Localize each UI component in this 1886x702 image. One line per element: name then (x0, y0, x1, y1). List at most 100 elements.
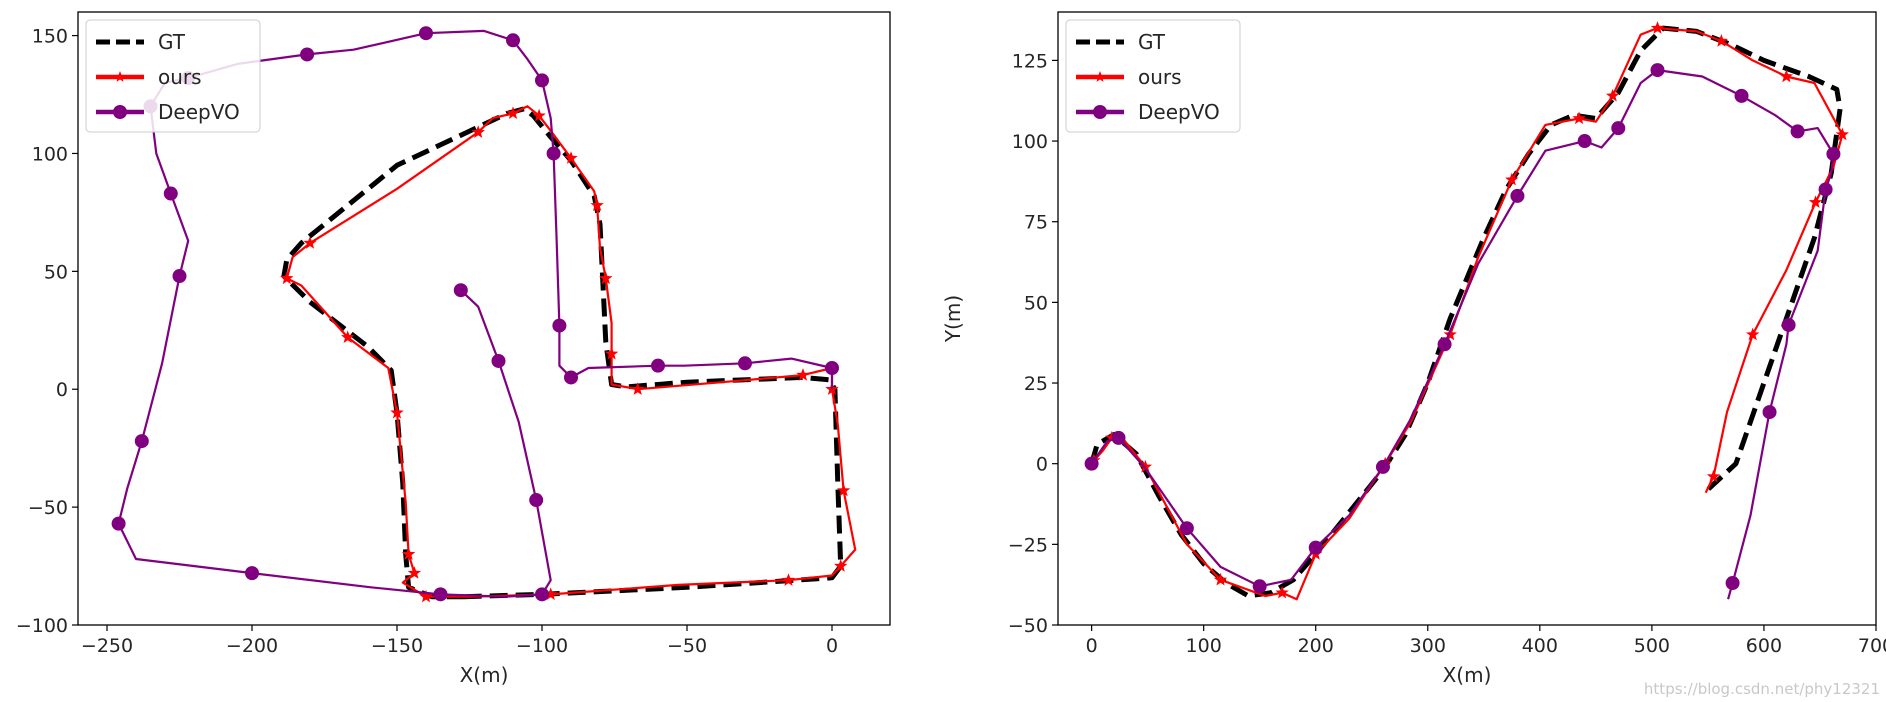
x-tick-label: 200 (1298, 635, 1334, 657)
data-point-circle (1611, 121, 1626, 136)
data-point-star (401, 547, 416, 560)
x-tick-label: −100 (516, 635, 568, 657)
plot-frame (1057, 11, 1877, 626)
y-tick-label: 125 (1012, 50, 1048, 72)
data-point-circle (1818, 182, 1833, 197)
legend-label-deepvo: DeepVO (1138, 100, 1220, 124)
y-tick-label: −25 (1008, 534, 1048, 556)
data-point-star (390, 405, 404, 419)
data-point-circle (1650, 63, 1665, 78)
right-trajectory-plot: 0 100 200 300 400 500 600 700 −50 −25 0 25 50 75 100 12… (941, 11, 1886, 687)
data-point-circle (546, 146, 561, 161)
x-tick-label: −200 (226, 635, 278, 657)
data-point-circle (1252, 579, 1267, 594)
data-point-circle (651, 358, 665, 373)
data-point-star (631, 382, 645, 395)
legend-label-ours: ours (1138, 65, 1182, 89)
data-point-star (1835, 127, 1849, 141)
y-tick-label: 75 (1024, 212, 1048, 234)
y-tick-label: 0 (56, 379, 68, 401)
plot-frame (77, 11, 891, 626)
y-tick-label: −50 (1008, 615, 1048, 637)
x-tick-label: 700 (1858, 635, 1886, 657)
data-point-star (836, 483, 851, 497)
data-point-circle (453, 283, 468, 298)
data-point-star (1706, 469, 1721, 483)
data-point-circle (1111, 430, 1126, 445)
data-point-circle (1762, 405, 1777, 420)
series-deepvo (1084, 63, 1841, 600)
data-point-circle (1790, 124, 1805, 139)
data-point-circle (1734, 88, 1749, 103)
data-point-star (407, 566, 422, 579)
legend-marker-star (114, 71, 126, 82)
data-point-star (1572, 111, 1586, 125)
data-point-star (564, 151, 578, 164)
y-tick-label: −50 (28, 497, 68, 519)
x-tick-label: −250 (81, 635, 133, 657)
legend-label-gt: GT (158, 30, 186, 54)
y-tick-label: 100 (1012, 131, 1048, 153)
data-point-star (1714, 34, 1728, 47)
data-point-star (1606, 88, 1620, 102)
data-point-star (1650, 21, 1665, 34)
x-tick-label: −50 (667, 635, 707, 657)
y-tick-label: 25 (1024, 373, 1048, 395)
data-point-circle (529, 493, 544, 508)
data-point-circle (552, 318, 567, 333)
x-tick-label: 500 (1634, 635, 1670, 657)
data-point-circle (111, 516, 126, 531)
legend-label-deepvo: DeepVO (158, 100, 240, 124)
legend-box (85, 19, 261, 133)
data-point-star (590, 198, 604, 211)
data-point-circle (506, 33, 520, 48)
data-point-circle (535, 73, 549, 88)
data-point-circle (419, 26, 433, 41)
data-point-star (471, 125, 485, 138)
data-point-star (341, 330, 355, 343)
data-point-circle (535, 587, 549, 602)
data-point-star (1746, 327, 1760, 341)
data-point-star (1443, 327, 1457, 341)
legend: GT ours DeepVO (1065, 19, 1241, 133)
data-point-circle (1437, 337, 1452, 352)
data-point-circle (433, 587, 448, 602)
data-point-star (1505, 172, 1519, 186)
series-deepvo (111, 26, 839, 602)
data-point-circle (1781, 317, 1796, 332)
data-point-star (1808, 195, 1823, 208)
y-tick-label: 0 (1036, 454, 1048, 476)
data-point-star (1779, 69, 1793, 83)
x-tick-label: 400 (1522, 635, 1558, 657)
data-point-circle (1725, 576, 1740, 591)
data-point-circle (825, 361, 839, 376)
data-point-star (834, 559, 848, 572)
legend-marker-circle (1093, 105, 1107, 119)
legend-marker-star (1094, 71, 1106, 82)
x-axis-title: X(m) (460, 663, 509, 687)
data-point-circle (1179, 521, 1194, 536)
data-point-circle (1510, 188, 1525, 203)
data-point-circle (300, 47, 315, 62)
x-tick-label: 0 (826, 635, 838, 657)
data-point-star (599, 271, 613, 285)
y-axis-title: Y(m) (941, 295, 965, 343)
data-point-star (796, 368, 810, 381)
data-point-circle (738, 356, 752, 371)
data-point-circle (172, 269, 187, 284)
data-point-star (280, 271, 294, 285)
legend-box (1065, 19, 1241, 133)
x-tick-label: 600 (1746, 635, 1782, 657)
data-point-circle (1577, 134, 1592, 149)
legend: GT ours DeepVO (85, 19, 261, 133)
data-point-circle (245, 566, 259, 581)
x-axis-title: X(m) (1443, 663, 1492, 687)
legend-label-ours: ours (158, 65, 202, 89)
data-point-circle (1375, 459, 1390, 474)
data-point-star (506, 106, 520, 119)
left-trajectory-plot: −250 −200 −150 −100 −50 0 −100 −50 0 50 100 150 X(m)… (16, 11, 891, 687)
x-tick-label: −150 (371, 635, 423, 657)
data-point-circle (491, 353, 506, 368)
data-point-circle (564, 370, 578, 385)
